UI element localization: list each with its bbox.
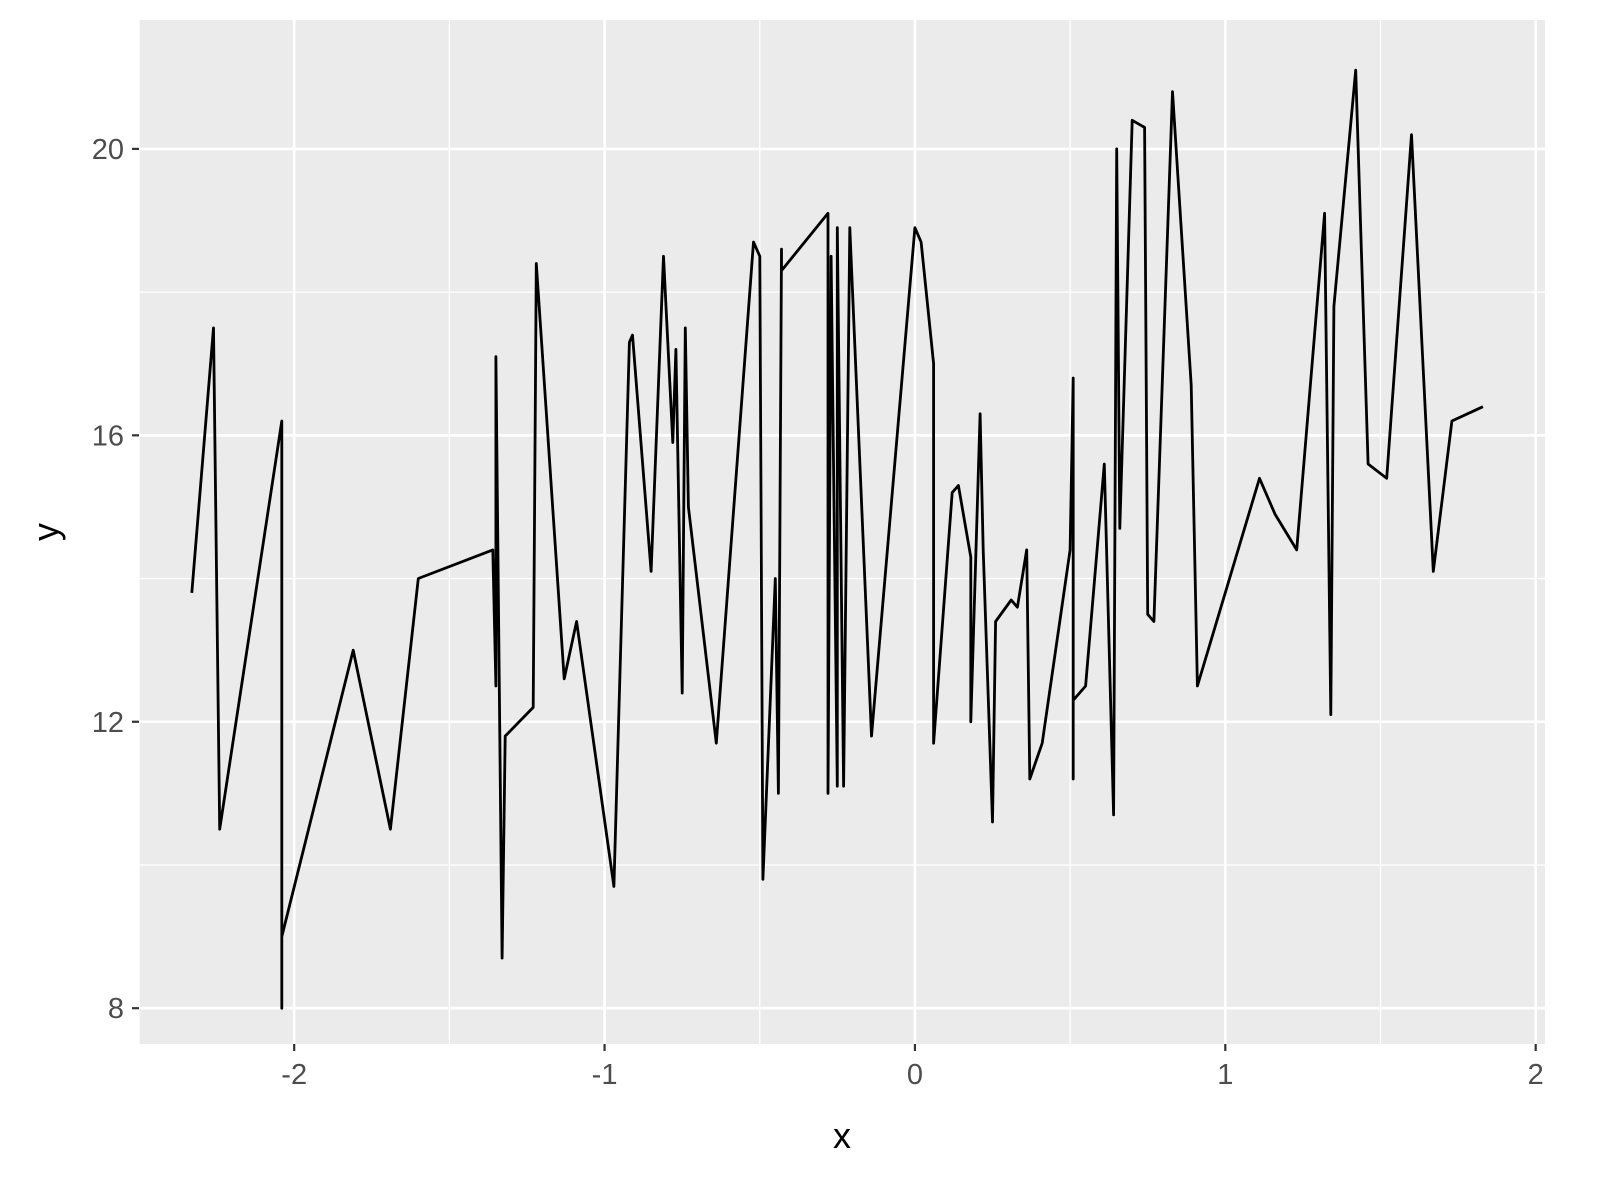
y-tick-label: 20 bbox=[92, 134, 124, 166]
y-tick-label: 16 bbox=[92, 420, 124, 452]
y-tick-label: 12 bbox=[92, 707, 124, 739]
x-axis: -2 -1 0 1 2 bbox=[281, 1044, 1544, 1091]
y-tick-label: 8 bbox=[108, 993, 124, 1025]
series-line-0 bbox=[190, 68, 1484, 1010]
x-tick-label: -1 bbox=[592, 1059, 618, 1091]
series-layer bbox=[190, 68, 1484, 1010]
x-tick-label: 1 bbox=[1217, 1059, 1233, 1091]
y-axis: 8 12 16 20 bbox=[92, 134, 139, 1025]
x-axis-title: x bbox=[833, 1115, 851, 1156]
x-tick-label: -2 bbox=[281, 1059, 307, 1091]
y-axis-title: y bbox=[25, 523, 66, 541]
x-tick-label: 0 bbox=[907, 1059, 923, 1091]
x-tick-label: 2 bbox=[1528, 1059, 1544, 1091]
